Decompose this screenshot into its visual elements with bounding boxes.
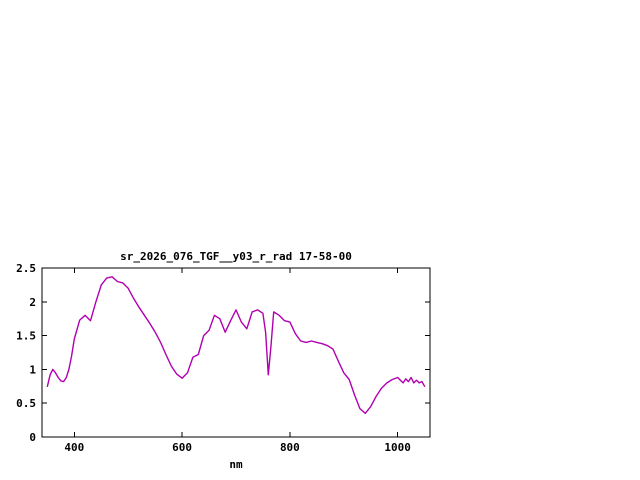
y-tick-label: 2	[29, 296, 36, 309]
x-tick-label: 1000	[384, 441, 411, 454]
y-tick-label: 1.5	[16, 330, 36, 343]
x-tick-label: 800	[280, 441, 300, 454]
x-tick-label: 600	[172, 441, 192, 454]
spectrum-line	[46, 276, 426, 414]
plot-border	[41, 267, 431, 438]
y-tick-label: 2.5	[16, 262, 36, 275]
y-tick-label: 1	[29, 363, 36, 376]
y-tick-label: 0.5	[16, 397, 36, 410]
x-axis-label: nm	[229, 458, 243, 471]
chart-title: sr_2026_076_TGF__y03_r_rad 17-58-00	[120, 250, 352, 263]
y-tick-label: 0	[29, 431, 36, 444]
x-tick-label: 400	[64, 441, 84, 454]
